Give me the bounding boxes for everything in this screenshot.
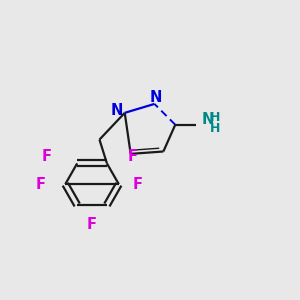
Text: F: F	[42, 149, 52, 164]
Text: N: N	[110, 103, 123, 118]
Text: F: F	[133, 177, 143, 192]
Text: H: H	[210, 111, 220, 124]
Text: N: N	[202, 112, 214, 127]
Text: H: H	[210, 122, 220, 134]
Text: F: F	[127, 149, 137, 164]
Text: F: F	[87, 218, 97, 232]
Text: F: F	[36, 177, 46, 192]
Text: N: N	[150, 90, 162, 105]
